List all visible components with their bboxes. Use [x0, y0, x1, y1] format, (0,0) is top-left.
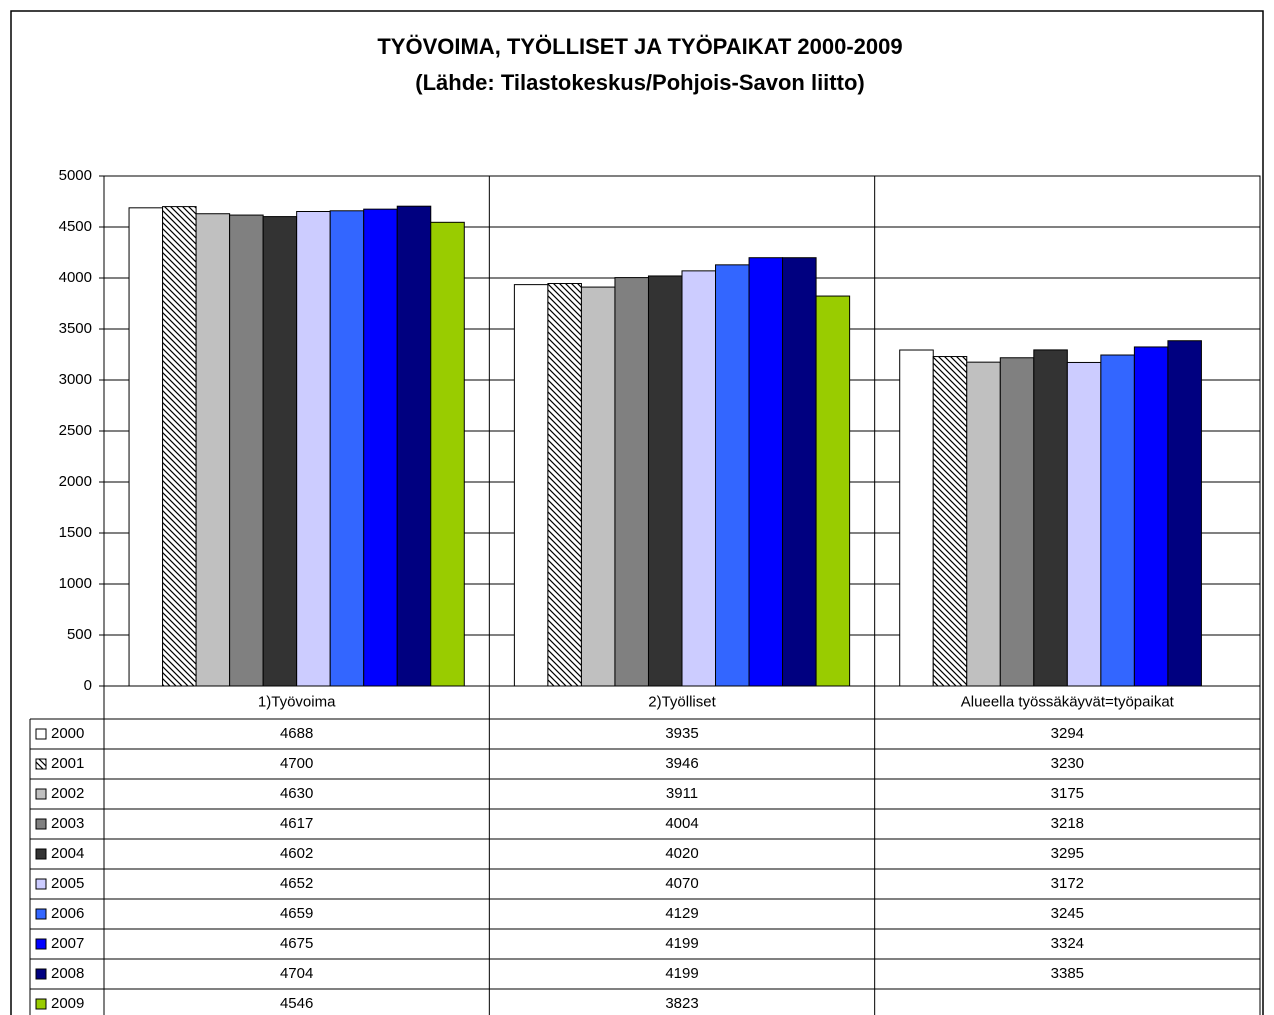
bar — [1100, 354, 1135, 687]
y-tick-label: 4500 — [59, 218, 92, 235]
y-tick-label: 2000 — [59, 473, 92, 490]
bar — [715, 264, 750, 687]
legend-key — [35, 788, 47, 800]
table-value: 4070 — [665, 875, 698, 892]
table-value: 4675 — [280, 935, 313, 952]
table-value: 3218 — [1051, 815, 1084, 832]
bar — [363, 208, 398, 687]
bar — [262, 216, 298, 687]
bar — [128, 207, 164, 687]
bar — [899, 349, 934, 687]
bar — [966, 361, 1001, 687]
table-value: 3230 — [1051, 755, 1084, 772]
legend-key — [35, 878, 47, 890]
bar — [396, 205, 432, 687]
table-value: 3823 — [665, 995, 698, 1012]
table-value: 4129 — [665, 905, 698, 922]
table-value: 3911 — [666, 785, 698, 802]
x-tick-label: Alueella työssäkäyvät=työpaikat — [961, 693, 1175, 710]
legend-label: 2007 — [51, 935, 84, 952]
bar — [296, 210, 331, 687]
bar — [547, 283, 582, 687]
legend-key — [35, 968, 47, 980]
chart-title: TYÖVOIMA, TYÖLLISET JA TYÖPAIKAT 2000-20… — [377, 34, 902, 59]
bar — [782, 257, 817, 687]
y-tick-label: 5000 — [59, 167, 92, 184]
bar — [229, 214, 264, 687]
chart-subtitle: (Lähde: Tilastokeskus/Pohjois-Savon liit… — [415, 70, 864, 95]
x-tick-label: 2)Työlliset — [648, 693, 716, 710]
table-value: 4546 — [280, 995, 313, 1012]
bar — [162, 206, 197, 687]
table-value: 4602 — [280, 845, 313, 862]
bar — [681, 270, 717, 687]
y-tick-label: 0 — [84, 677, 92, 694]
table-value: 3294 — [1051, 725, 1084, 742]
legend-label: 2003 — [51, 815, 84, 832]
legend-key — [35, 938, 47, 950]
legend-label: 2000 — [51, 725, 84, 742]
table-value: 4199 — [665, 965, 698, 982]
bar — [1033, 349, 1068, 687]
legend-key — [35, 998, 47, 1010]
bar — [748, 257, 784, 687]
y-tick-label: 3500 — [59, 320, 92, 337]
table-value: 4688 — [280, 725, 313, 742]
table-value: 4199 — [665, 935, 698, 952]
legend-key — [35, 848, 47, 860]
bar — [1133, 346, 1169, 687]
y-tick-label: 1000 — [59, 575, 92, 592]
bar — [932, 356, 968, 687]
y-tick-label: 1500 — [59, 524, 92, 541]
table-value: 3935 — [665, 725, 698, 742]
legend-label: 2006 — [51, 905, 84, 922]
legend-key — [35, 818, 47, 830]
bar — [329, 210, 365, 687]
table-value: 3245 — [1051, 905, 1084, 922]
table-value: 4652 — [280, 875, 313, 892]
table-value: 4630 — [280, 785, 313, 802]
bar — [614, 277, 649, 687]
legend-label: 2008 — [51, 965, 84, 982]
legend-label: 2002 — [51, 785, 84, 802]
legend-key — [35, 908, 47, 920]
table-value: 3946 — [665, 755, 698, 772]
y-tick-label: 500 — [67, 626, 92, 643]
bar — [195, 213, 231, 687]
table-value: 4617 — [280, 815, 313, 832]
table-value: 3295 — [1051, 845, 1084, 862]
table-value: 4704 — [280, 965, 313, 982]
y-tick-label: 2500 — [59, 422, 92, 439]
table-value: 4004 — [665, 815, 698, 832]
legend-label: 2009 — [51, 995, 84, 1012]
y-tick-label: 3000 — [59, 371, 92, 388]
bar — [815, 295, 851, 687]
bar — [513, 284, 549, 687]
legend-key — [35, 728, 47, 740]
legend-label: 2004 — [51, 845, 84, 862]
table-value: 3324 — [1051, 935, 1084, 952]
bar — [580, 286, 616, 687]
table-value: 4659 — [280, 905, 313, 922]
bar — [430, 221, 465, 687]
table-value: 3172 — [1051, 875, 1084, 892]
bar — [1167, 340, 1202, 687]
legend-label: 2001 — [51, 755, 84, 772]
y-tick-label: 4000 — [59, 269, 92, 286]
table-value: 3175 — [1051, 785, 1084, 802]
bar — [999, 357, 1035, 687]
table-value: 4700 — [280, 755, 313, 772]
table-value: 3385 — [1051, 965, 1084, 982]
bar — [647, 275, 683, 687]
bar — [1066, 361, 1102, 687]
table-value: 4020 — [665, 845, 698, 862]
legend-label: 2005 — [51, 875, 84, 892]
x-tick-label: 1)Työvoima — [258, 693, 336, 710]
legend-key — [35, 758, 47, 770]
